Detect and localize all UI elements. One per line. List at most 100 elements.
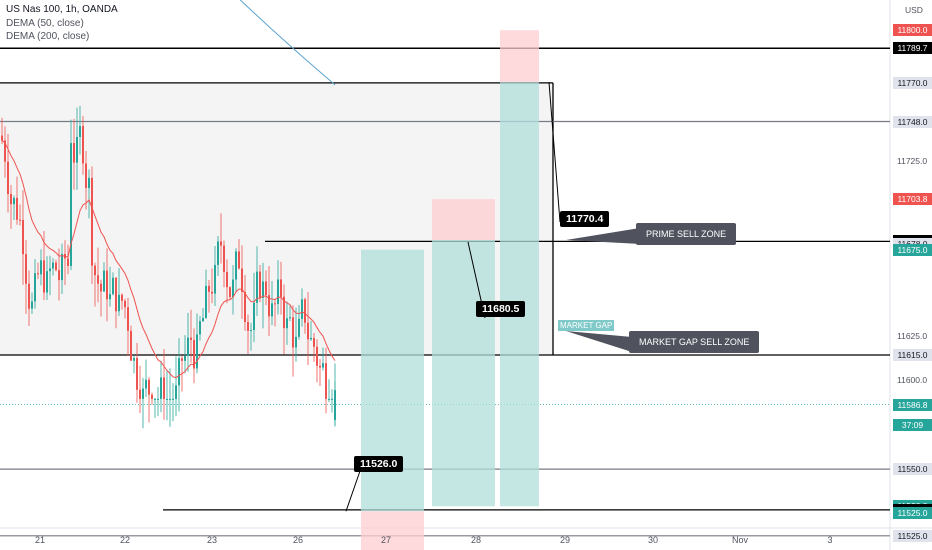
candle-body xyxy=(208,285,210,292)
price-callout: 11680.5 xyxy=(476,301,526,317)
x-tick-label: Nov xyxy=(731,535,749,545)
candle-body xyxy=(160,377,162,399)
candle-body xyxy=(127,307,129,331)
x-tick-label: 26 xyxy=(292,535,304,545)
candle-body xyxy=(151,394,153,399)
candle-body xyxy=(118,294,120,312)
candle-body xyxy=(124,300,126,308)
candle-body xyxy=(289,317,291,319)
candle-body xyxy=(28,283,30,309)
candle-body xyxy=(310,337,312,340)
candle-body xyxy=(292,317,294,348)
candle-body xyxy=(169,398,171,400)
stop-loss-box xyxy=(432,199,495,241)
candle-body xyxy=(25,254,27,284)
candle-body xyxy=(142,388,144,399)
candle-body xyxy=(298,318,300,337)
candle-body xyxy=(145,379,147,389)
stop-loss-box xyxy=(500,30,539,83)
candle-body xyxy=(55,262,57,271)
candle-body xyxy=(331,398,333,400)
price-axis-label: 11550.0 xyxy=(893,463,932,476)
x-tick-label: 21 xyxy=(34,535,46,545)
candle-body xyxy=(58,270,60,281)
candle-body xyxy=(193,339,195,369)
candle-body xyxy=(73,143,75,163)
y-tick-label: 11625.0 xyxy=(897,331,928,342)
y-tick-label: 11600.0 xyxy=(897,375,928,386)
candle-body xyxy=(13,197,15,205)
prime-zone-pointer xyxy=(566,228,640,244)
candle-body xyxy=(250,330,252,332)
candle-body xyxy=(22,219,24,255)
dema50-legend: DEMA (50, close) xyxy=(6,18,84,29)
candle-body xyxy=(10,194,12,205)
chart-title: US Nas 100, 1h, OANDA xyxy=(6,4,118,15)
candle-body xyxy=(4,140,6,162)
price-axis-label: 11615.0 xyxy=(893,348,932,361)
candle-body xyxy=(184,355,186,361)
market-gap-tag: MARKET GAP xyxy=(558,320,615,331)
candle-body xyxy=(85,163,87,189)
candle-body xyxy=(301,299,303,319)
candle-body xyxy=(79,126,81,137)
candle-body xyxy=(235,251,237,280)
candle-body xyxy=(232,279,234,298)
candle-body xyxy=(226,271,228,288)
x-tick-label: 22 xyxy=(119,535,131,545)
candle-body xyxy=(172,398,174,400)
candle-body xyxy=(115,277,117,312)
candle-body xyxy=(202,317,204,322)
candle-body xyxy=(322,363,324,368)
candle-body xyxy=(82,126,84,164)
x-tick-label: 27 xyxy=(380,535,392,545)
candle-body xyxy=(319,365,321,368)
candle-body xyxy=(274,303,276,305)
candle-body xyxy=(280,279,282,297)
candle-body xyxy=(286,318,288,329)
market-gap-sell-zone-label: MARKET GAP SELL ZONE xyxy=(629,331,760,353)
candle-body xyxy=(229,287,231,298)
x-tick-label: 28 xyxy=(470,535,482,545)
candle-body xyxy=(70,143,72,266)
price-axis-label: 11789.7 xyxy=(893,42,932,55)
candle-body xyxy=(46,271,48,293)
candle-body xyxy=(34,273,36,302)
candle-body xyxy=(19,219,21,221)
candle-body xyxy=(91,177,93,266)
candle-body xyxy=(277,279,279,304)
candle-body xyxy=(37,273,39,275)
take-profit-box xyxy=(432,240,495,507)
candle-body xyxy=(49,268,51,272)
currency-label: USD xyxy=(905,5,923,15)
candle-body xyxy=(187,337,189,356)
candle-body xyxy=(268,295,270,317)
candle-body xyxy=(244,291,246,322)
callout-pointer xyxy=(548,82,561,223)
candle-body xyxy=(271,303,273,317)
candle-body xyxy=(154,398,156,400)
candle-body xyxy=(313,337,315,347)
candle-body xyxy=(181,358,183,361)
candle-body xyxy=(265,281,267,296)
dema50-line xyxy=(1,140,336,379)
price-axis-label: 11770.0 xyxy=(893,76,932,89)
candle-body xyxy=(112,277,114,295)
candle-body xyxy=(100,283,102,292)
candle-body xyxy=(316,346,318,366)
candle-body xyxy=(103,270,105,292)
price-axis-label: 11525.0 xyxy=(893,529,932,542)
candle-body xyxy=(31,301,33,309)
take-profit-box xyxy=(361,249,424,512)
candle-body xyxy=(304,299,306,323)
candle-body xyxy=(157,398,159,400)
candle-body xyxy=(238,251,240,269)
candle-body xyxy=(133,358,135,361)
price-axis-label: 11675.0 xyxy=(893,243,932,256)
candle-body xyxy=(1,135,3,141)
prime-sell-zone-label: PRIME SELL ZONE xyxy=(636,223,737,245)
dema200-legend: DEMA (200, close) xyxy=(6,31,90,42)
price-axis-label: 11586.8 xyxy=(893,398,932,411)
candle-body xyxy=(325,363,327,399)
